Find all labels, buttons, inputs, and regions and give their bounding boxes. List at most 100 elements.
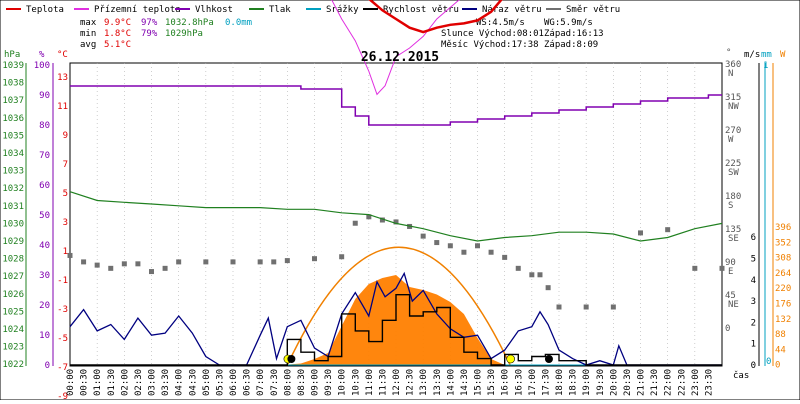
axis-time-tick: 00:00 bbox=[66, 369, 76, 396]
axis-time-tick: 09:30 bbox=[324, 369, 334, 396]
axis-radiation-tick: 220 bbox=[775, 284, 791, 294]
axis-hpa-tick: 1024 bbox=[2, 325, 24, 335]
axis-hpa-tick: 1028 bbox=[2, 255, 24, 265]
axis-time-tick: 23:30 bbox=[704, 369, 714, 396]
axis-time-tick: 11:30 bbox=[378, 369, 388, 396]
axis-humidity-title: % bbox=[39, 50, 45, 60]
axis-humidity-tick: 0 bbox=[45, 361, 50, 371]
stat-pressure: 1032.8hPa bbox=[165, 18, 214, 28]
axis-mm-title: mm bbox=[761, 50, 772, 60]
axis-hpa-tick: 1036 bbox=[2, 114, 24, 124]
stat-sun-set: Západ:16:13 bbox=[544, 29, 604, 39]
axis-time-tick: 00:30 bbox=[80, 369, 90, 396]
legend-label: Přízemní teplota bbox=[94, 5, 181, 15]
axis-hpa-tick: 1039 bbox=[2, 61, 24, 71]
axis-hpa-tick: 1029 bbox=[2, 237, 24, 247]
axis-time-tick: 20:30 bbox=[623, 369, 633, 396]
axis-time-tick: 16:00 bbox=[501, 369, 511, 396]
series-direction-point bbox=[434, 240, 440, 246]
series-direction-point bbox=[529, 272, 535, 278]
axis-temp-tick: -9 bbox=[57, 392, 68, 400]
series-direction-point bbox=[502, 254, 508, 260]
axis-time-tick: 01:00 bbox=[93, 369, 103, 396]
axis-time-tick: 21:30 bbox=[650, 369, 660, 396]
axis-humidity-tick: 40 bbox=[39, 241, 50, 251]
axis-time-tick: 07:00 bbox=[256, 369, 266, 396]
sun-set-marker bbox=[506, 354, 515, 364]
series-direction-point bbox=[352, 220, 358, 226]
axis-time-tick: 05:00 bbox=[202, 369, 212, 396]
series-direction-point bbox=[447, 243, 453, 249]
moon-set-marker bbox=[287, 355, 296, 363]
axis-direction-title: ° bbox=[726, 48, 731, 58]
stat-label: max bbox=[80, 18, 97, 28]
axis-time-tick: 15:30 bbox=[487, 369, 497, 396]
series-ground-temp-line bbox=[331, 0, 460, 96]
stat-label: avg bbox=[80, 40, 96, 50]
series-direction-point bbox=[692, 265, 698, 271]
axis-hpa-tick: 1037 bbox=[2, 96, 24, 106]
axis-direction-tick: 180 bbox=[725, 192, 741, 202]
axis-temp-tick: -7 bbox=[57, 363, 68, 373]
series-direction-point bbox=[515, 265, 521, 271]
axis-temp-tick: 9 bbox=[63, 131, 68, 141]
series-direction-point bbox=[420, 233, 426, 239]
axis-radiation-tick: 44 bbox=[775, 345, 786, 355]
axis-temp-tick: 5 bbox=[63, 189, 68, 199]
axis-temp-tick: 13 bbox=[57, 73, 68, 83]
stat-label: min bbox=[80, 29, 96, 39]
stat-wind-gust: WG:5.9m/s bbox=[544, 18, 593, 28]
axis-hpa-tick: 1022 bbox=[2, 360, 24, 370]
stat-humidity: 79% bbox=[141, 29, 158, 39]
axis-time-tick: 07:30 bbox=[270, 369, 280, 396]
axis-radiation-tick: 176 bbox=[775, 300, 791, 310]
axis-time-tick: 22:30 bbox=[677, 369, 687, 396]
series-direction-point bbox=[149, 269, 154, 275]
axis-hpa-tick: 1035 bbox=[2, 131, 24, 141]
axis-time-tick: 08:30 bbox=[297, 369, 307, 396]
axis-hpa-tick: 1033 bbox=[2, 167, 24, 177]
series-direction-point bbox=[271, 259, 277, 265]
sun-arc bbox=[286, 246, 511, 366]
legend-label: Rychlost větru bbox=[383, 5, 459, 15]
axis-radiation-title: W bbox=[780, 50, 786, 60]
axis-humidity-tick: 80 bbox=[39, 121, 50, 131]
axis-time-tick: 12:00 bbox=[392, 369, 402, 396]
axis-temp-tick: 7 bbox=[63, 160, 68, 170]
axis-time-tick: 23:00 bbox=[691, 369, 701, 396]
axis-radiation-tick: 396 bbox=[775, 223, 791, 233]
axis-time-tick: 14:00 bbox=[446, 369, 456, 396]
stat-temp: 9.9°C bbox=[104, 18, 131, 28]
axis-ms-tick: 0 bbox=[751, 361, 756, 371]
axis-hpa-tick: 1038 bbox=[2, 79, 24, 89]
axis-humidity-tick: 50 bbox=[39, 211, 50, 221]
series-gust-line bbox=[69, 271, 722, 366]
series-direction-point bbox=[475, 243, 480, 249]
stat-rain: 0.0mm bbox=[225, 18, 252, 28]
series-direction-point bbox=[583, 304, 589, 310]
axis-direction-tick: 270 bbox=[725, 126, 741, 136]
moon-rise-marker bbox=[544, 355, 553, 363]
series-direction-point bbox=[665, 227, 671, 233]
axis-hpa-tick: 1023 bbox=[2, 343, 24, 353]
axis-direction-name: NW bbox=[728, 102, 739, 112]
series-direction-point bbox=[162, 265, 168, 271]
series-direction-point bbox=[393, 219, 399, 225]
series-temperature-line bbox=[368, 0, 503, 34]
axis-humidity-tick: 30 bbox=[39, 271, 50, 281]
axis-ms-tick: 1 bbox=[751, 340, 756, 350]
axis-hpa-tick: 1026 bbox=[2, 290, 24, 300]
axis-time-tick: 15:00 bbox=[474, 369, 484, 396]
axis-temp-tick: -1 bbox=[57, 276, 68, 286]
axis-time-tick: 03:30 bbox=[161, 369, 171, 396]
axis-hpa-tick: 1034 bbox=[2, 149, 24, 159]
stat-temp: 5.1°C bbox=[104, 40, 131, 50]
series-direction-point bbox=[121, 261, 127, 267]
stat-moon-set: Západ:8:09 bbox=[544, 40, 598, 50]
axis-direction-tick: 360 bbox=[725, 60, 741, 70]
axis-hpa-tick: 1031 bbox=[2, 202, 24, 212]
axis-time-tick: 06:00 bbox=[229, 369, 239, 396]
axis-direction-name: SE bbox=[728, 234, 739, 244]
series-direction-point bbox=[81, 259, 87, 265]
series-direction-point bbox=[94, 262, 100, 268]
